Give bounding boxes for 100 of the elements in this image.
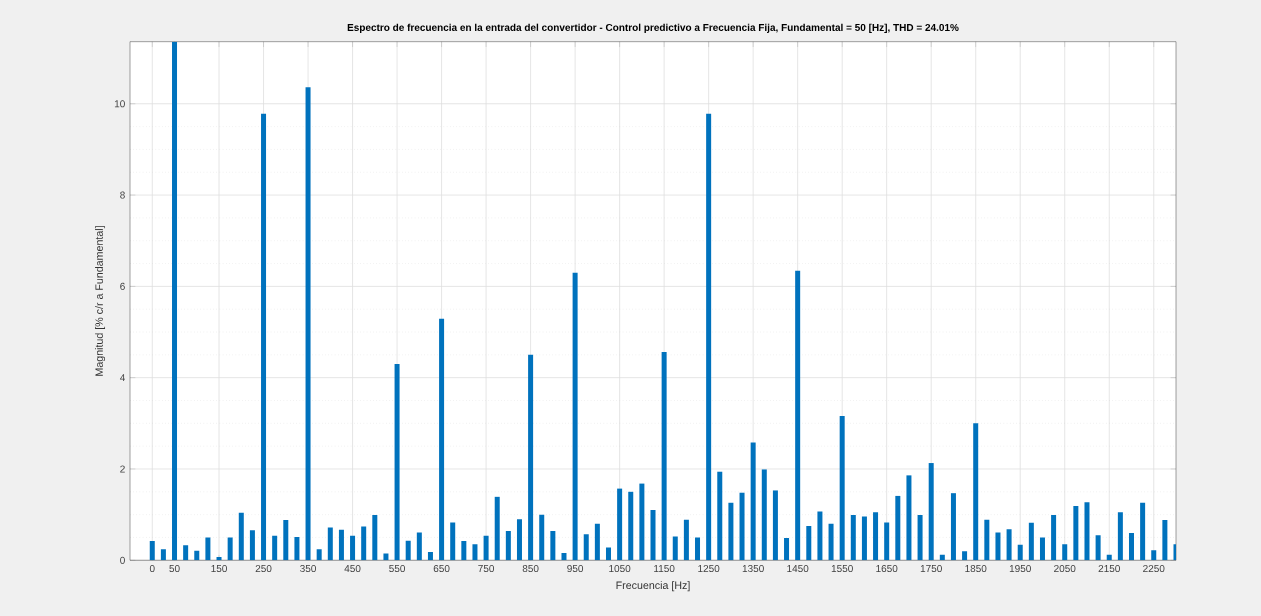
bar	[305, 87, 311, 561]
bar	[895, 495, 901, 561]
bar	[861, 516, 867, 561]
bar	[483, 535, 489, 561]
x-tick-label: 650	[433, 564, 450, 573]
bar	[1039, 537, 1045, 561]
bar	[505, 531, 511, 561]
bar	[839, 416, 845, 561]
bar	[1006, 529, 1012, 561]
bar	[439, 318, 445, 561]
y-tick-label: 6	[120, 282, 125, 290]
x-tick-label: 850	[522, 564, 539, 573]
bar	[806, 526, 812, 561]
bar	[973, 423, 979, 561]
bar	[873, 512, 879, 561]
bar	[427, 552, 433, 561]
bar	[516, 519, 522, 561]
bar	[772, 490, 778, 561]
bar	[1128, 532, 1134, 561]
bar	[761, 469, 767, 561]
bar	[950, 493, 956, 561]
x-tick-label: 1750	[920, 564, 942, 573]
bar	[461, 541, 467, 561]
x-tick-label: 1650	[876, 564, 898, 573]
x-tick-label: 1850	[965, 564, 987, 573]
bar	[550, 531, 556, 561]
bar	[984, 519, 990, 561]
bar	[683, 519, 689, 561]
bar	[1095, 535, 1101, 561]
x-tick-label: 1050	[609, 564, 631, 573]
bar	[695, 537, 701, 561]
y-tick-label: 8	[120, 191, 125, 199]
bar	[672, 536, 678, 561]
bar	[160, 549, 166, 561]
bar	[906, 475, 912, 561]
bar	[316, 549, 322, 561]
bar	[394, 363, 400, 561]
x-tick-label: 2050	[1054, 564, 1076, 573]
x-tick-label: 2250	[1143, 564, 1165, 573]
bar	[594, 523, 600, 561]
bar	[539, 514, 545, 561]
bar	[605, 547, 611, 561]
bar	[750, 442, 756, 561]
bar	[472, 544, 478, 561]
bar	[928, 463, 934, 561]
bar	[1062, 544, 1068, 561]
bar	[1028, 522, 1034, 561]
bar	[1084, 502, 1090, 561]
x-tick-label: 750	[478, 564, 495, 573]
bar	[350, 535, 356, 561]
bar	[294, 537, 300, 561]
x-tick-label: 2150	[1098, 564, 1120, 573]
bar	[628, 491, 634, 561]
bar	[205, 537, 211, 561]
bar	[617, 488, 623, 561]
y-tick-label: 2	[120, 465, 125, 473]
bar	[172, 41, 178, 561]
x-tick-label: 550	[389, 564, 406, 573]
bar	[828, 523, 834, 561]
bar	[817, 511, 823, 561]
x-tick-label: 50	[169, 564, 180, 573]
bar	[561, 552, 567, 561]
y-tick-label: 4	[119, 374, 126, 382]
bar	[216, 557, 222, 561]
bar	[1162, 520, 1168, 561]
bar	[784, 537, 790, 561]
y-axis-title: Magnitud [% c/r a Fundamental]	[95, 226, 106, 376]
x-tick-label: 1150	[654, 564, 675, 573]
x-tick-label: 950	[567, 564, 584, 573]
x-tick-label: 1550	[831, 564, 853, 573]
bar	[405, 540, 411, 561]
bar	[494, 496, 500, 561]
bar	[450, 522, 456, 561]
bar	[183, 545, 189, 561]
bar	[1073, 505, 1079, 561]
bar	[850, 515, 856, 561]
x-axis-title: Frecuencia [Hz]	[616, 581, 690, 592]
y-tick-label: 0	[120, 556, 125, 564]
bar	[884, 522, 890, 561]
bar	[383, 553, 389, 561]
y-tick-label: 10	[114, 100, 125, 108]
bar	[917, 515, 923, 561]
x-tick-label: 250	[255, 564, 272, 573]
bar	[583, 534, 589, 561]
bar	[528, 354, 534, 561]
bar	[717, 471, 723, 561]
bar	[1051, 515, 1057, 561]
bar	[1106, 554, 1112, 561]
x-tick-label: 150	[211, 564, 227, 573]
bar	[261, 113, 267, 561]
bar	[639, 483, 645, 561]
x-tick-label: 0	[149, 564, 155, 573]
bar	[249, 530, 255, 561]
bar	[739, 492, 745, 561]
bar	[962, 551, 968, 561]
bar	[338, 529, 344, 561]
bar	[1140, 502, 1146, 561]
bar	[272, 535, 278, 561]
bar	[372, 515, 378, 561]
bar	[361, 526, 367, 561]
